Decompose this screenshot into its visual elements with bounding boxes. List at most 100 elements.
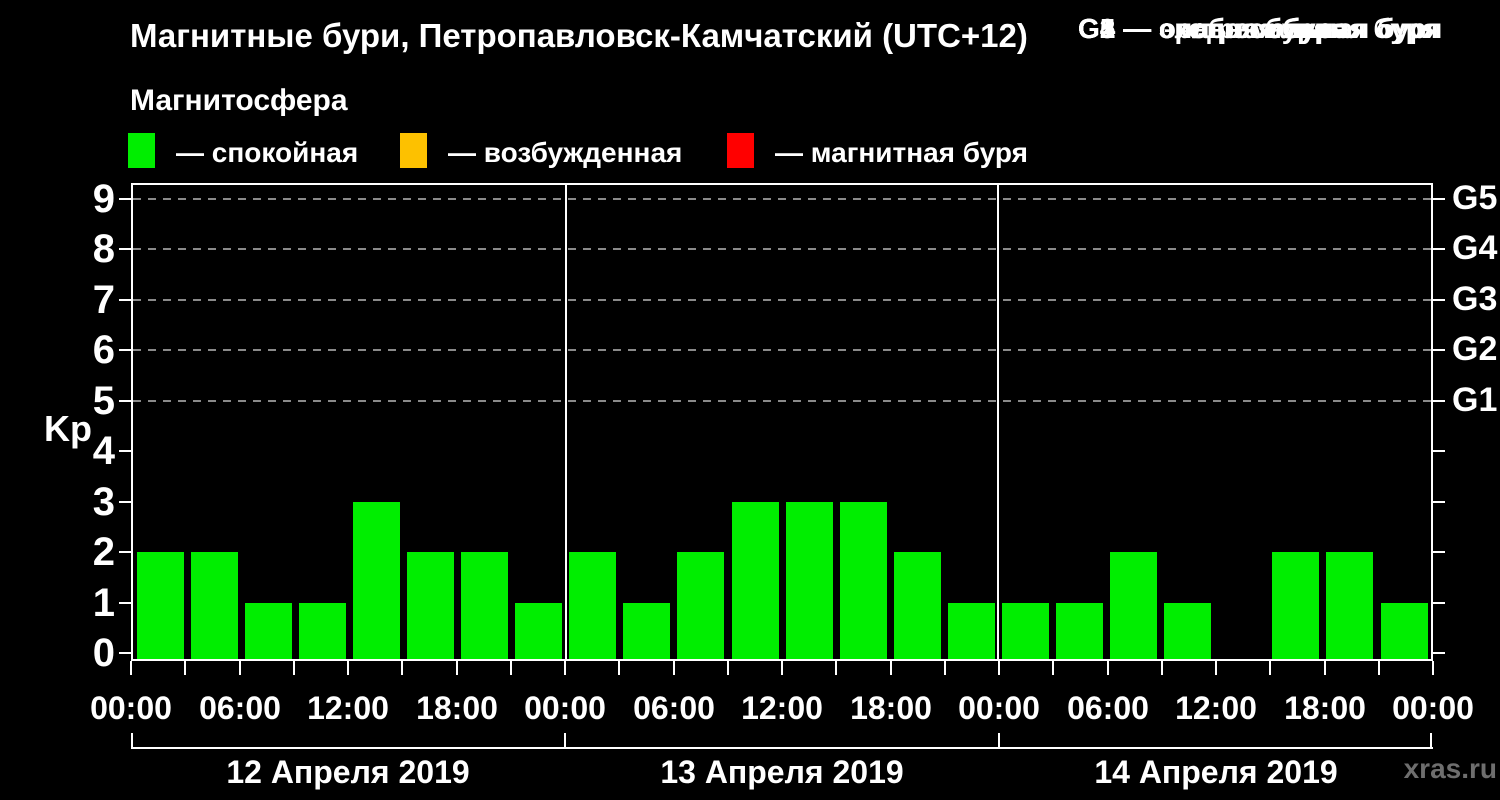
kp-bar — [569, 552, 617, 659]
g-level-label-G4: G4 — [1452, 229, 1498, 267]
gridline-kp-8 — [133, 248, 1431, 250]
y-tick-right — [1433, 197, 1445, 200]
x-tick — [1269, 661, 1271, 675]
kp-bar — [623, 602, 671, 659]
y-tick-label: 4 — [92, 429, 115, 473]
x-tick — [456, 661, 458, 675]
chart-subtitle: Магнитосфера — [130, 84, 348, 117]
date-bracket-line — [131, 747, 1433, 749]
legend-swatch-excited — [400, 133, 427, 168]
kp-bar — [1272, 552, 1320, 659]
time-label: 12:00 — [307, 690, 389, 726]
x-tick — [347, 661, 349, 675]
kp-bar — [731, 501, 779, 659]
time-label: 00:00 — [90, 690, 172, 726]
date-label: 12 Апреля 2019 — [226, 754, 470, 790]
y-tick-label: 3 — [92, 479, 115, 524]
kp-bar — [1164, 602, 1212, 659]
y-tick-right — [1433, 450, 1445, 452]
kp-bar — [352, 501, 400, 659]
storm-legend-line-3: G3 — сильная буря — [1078, 13, 1349, 44]
watermark: xras.ru — [1403, 753, 1497, 784]
y-tick-right — [1433, 551, 1445, 553]
storm-legend-line-2: G2 — средняя буря — [1078, 13, 1348, 44]
gridline-kp-7 — [133, 298, 1431, 301]
time-label: 18:00 — [850, 690, 932, 726]
storm-legend-line-5: G5 — экстремальная буря — [1078, 13, 1443, 44]
gridline-kp-6 — [133, 349, 1431, 351]
x-tick — [184, 661, 186, 675]
y-tick — [119, 551, 131, 553]
x-tick — [1052, 661, 1054, 675]
x-tick — [673, 661, 675, 675]
x-tick — [781, 661, 783, 675]
x-tick — [890, 661, 892, 675]
kp-bar — [298, 602, 346, 659]
y-tick-label: 1 — [92, 580, 115, 625]
x-tick — [130, 661, 132, 675]
storm-legend-line-1: G1 — слабая буря — [1078, 13, 1331, 44]
kp-bar — [1326, 552, 1374, 659]
time-label: 00:00 — [958, 690, 1040, 726]
x-tick — [1432, 661, 1434, 675]
day-separator — [997, 185, 999, 659]
x-tick — [1107, 661, 1109, 675]
date-label: 14 Апреля 2019 — [1094, 754, 1338, 790]
kp-bar — [244, 602, 292, 659]
kp-bar — [1380, 602, 1428, 659]
legend-label-storm: — магнитная буря — [775, 137, 1028, 168]
y-tick-right — [1433, 298, 1445, 301]
x-tick — [293, 661, 295, 675]
x-tick — [944, 661, 946, 675]
time-label: 12:00 — [1175, 690, 1257, 726]
x-tick — [239, 661, 241, 675]
g-level-label-G5: G5 — [1452, 178, 1498, 217]
gridline-kp-5 — [133, 399, 1431, 402]
kp-bar — [407, 552, 454, 659]
y-tick-label: 0 — [92, 631, 115, 675]
g-level-label-G1: G1 — [1452, 380, 1498, 419]
x-tick — [1215, 661, 1217, 675]
y-tick-right — [1433, 248, 1445, 250]
storm-legend-line-4: G4 — очень сильная буря — [1078, 13, 1439, 44]
time-label: 18:00 — [416, 690, 498, 726]
date-bracket-tick — [998, 733, 1000, 749]
kp-bar — [1001, 602, 1049, 659]
y-tick — [119, 652, 131, 654]
x-tick — [564, 661, 566, 675]
kp-bar — [1056, 602, 1103, 659]
y-tick — [119, 197, 131, 200]
y-tick-right — [1433, 652, 1445, 654]
gridline-kp-9 — [133, 197, 1431, 200]
plot-area — [131, 183, 1433, 661]
y-tick-label: 7 — [92, 277, 115, 322]
y-tick-label: 2 — [92, 530, 115, 574]
kp-bar — [677, 552, 725, 659]
y-tick — [119, 248, 131, 250]
x-tick — [401, 661, 403, 675]
y-tick-label: 8 — [92, 227, 115, 271]
chart-title: Магнитные бури, Петропавловск-Камчатский… — [130, 17, 1028, 54]
y-tick — [119, 399, 131, 402]
x-tick — [835, 661, 837, 675]
time-label: 18:00 — [1284, 690, 1366, 726]
date-bracket-tick — [564, 733, 566, 749]
x-tick — [998, 661, 1000, 675]
kp-bar — [515, 602, 563, 659]
time-label: 06:00 — [633, 690, 715, 726]
x-tick — [1378, 661, 1380, 675]
legend-label-excited: — возбужденная — [448, 137, 683, 168]
time-label: 00:00 — [1392, 690, 1474, 726]
y-tick-right — [1433, 500, 1445, 503]
legend-swatch-quiet — [128, 133, 155, 168]
g-level-label-G3: G3 — [1452, 279, 1498, 318]
y-tick — [119, 298, 131, 301]
time-label: 06:00 — [1067, 690, 1149, 726]
kp-bar — [893, 552, 941, 659]
legend-swatch-storm — [727, 133, 754, 168]
kp-bar — [190, 552, 238, 659]
day-separator — [565, 185, 567, 659]
time-label: 06:00 — [199, 690, 281, 726]
x-tick — [1161, 661, 1163, 675]
